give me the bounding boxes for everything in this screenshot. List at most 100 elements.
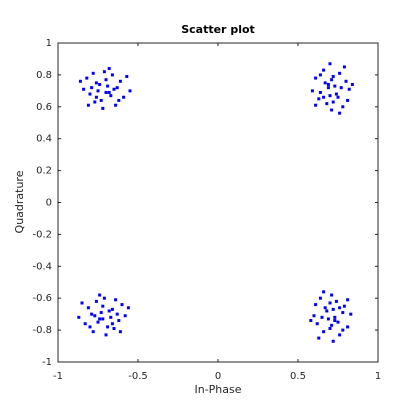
point <box>83 322 87 326</box>
point <box>341 311 345 315</box>
point <box>326 82 330 86</box>
point <box>86 306 90 310</box>
point <box>94 81 98 85</box>
point <box>325 309 329 313</box>
point <box>114 103 118 107</box>
point <box>122 95 126 99</box>
point <box>328 94 332 98</box>
point <box>117 98 121 102</box>
point <box>318 90 322 94</box>
point <box>94 95 98 99</box>
point <box>342 304 346 308</box>
y-tick-label: 1 <box>46 38 52 49</box>
point <box>101 106 105 110</box>
point <box>109 315 113 319</box>
point <box>320 315 324 319</box>
point <box>333 84 337 88</box>
x-tick-label: -1 <box>53 371 63 382</box>
point <box>342 65 346 69</box>
x-tick-label: -0.5 <box>128 371 148 382</box>
point <box>314 103 318 107</box>
point <box>120 303 124 307</box>
point <box>318 296 322 300</box>
point <box>349 312 353 316</box>
point <box>350 82 354 86</box>
point <box>336 320 340 324</box>
y-tick-label: 0.4 <box>36 134 52 145</box>
point <box>344 79 348 83</box>
point <box>88 92 92 96</box>
point <box>346 298 350 302</box>
point <box>317 336 321 340</box>
point <box>331 74 335 78</box>
point <box>314 303 318 307</box>
point <box>91 330 95 334</box>
point <box>330 108 334 112</box>
point <box>107 90 111 94</box>
point <box>115 86 119 90</box>
point <box>326 86 330 90</box>
y-tick-label: 0.8 <box>36 70 52 81</box>
point <box>98 293 102 297</box>
point <box>118 330 122 334</box>
y-axis-label: Quadrature <box>13 170 26 233</box>
point <box>338 111 342 115</box>
point <box>88 325 92 329</box>
point <box>312 314 316 318</box>
point <box>125 74 129 78</box>
point <box>331 100 335 104</box>
point <box>82 87 86 91</box>
point <box>93 314 97 318</box>
point <box>347 87 351 91</box>
point <box>107 309 111 313</box>
point <box>346 98 350 102</box>
point <box>98 82 102 86</box>
point <box>107 67 111 71</box>
point <box>336 95 340 99</box>
point <box>128 89 132 93</box>
point <box>328 62 332 66</box>
point <box>102 70 106 74</box>
point <box>93 100 97 104</box>
point <box>314 76 318 80</box>
point <box>109 94 113 98</box>
point <box>330 78 334 82</box>
point <box>328 301 332 305</box>
point <box>322 95 326 99</box>
plot-box <box>57 42 379 363</box>
point <box>331 307 335 311</box>
point <box>94 299 98 303</box>
point <box>99 311 103 315</box>
point <box>123 314 127 318</box>
point <box>328 327 332 331</box>
point <box>98 317 102 321</box>
point <box>338 306 342 310</box>
x-tick-label: 1 <box>375 371 381 382</box>
point <box>112 87 116 91</box>
point <box>78 79 82 83</box>
y-tick-label: -0.4 <box>32 261 52 272</box>
point <box>333 315 337 319</box>
point <box>309 319 313 323</box>
y-tick-label: -1 <box>42 357 52 368</box>
point <box>91 71 95 75</box>
point <box>318 73 322 77</box>
point <box>331 339 335 343</box>
point <box>126 306 130 310</box>
point <box>104 90 108 94</box>
point <box>118 79 122 83</box>
y-tick-label: -0.8 <box>32 325 52 336</box>
point <box>310 89 314 93</box>
point <box>115 312 119 316</box>
point <box>96 320 100 324</box>
point <box>117 319 121 323</box>
point <box>110 73 114 77</box>
point <box>90 86 94 90</box>
point <box>338 71 342 75</box>
point <box>90 312 94 316</box>
point <box>114 298 118 302</box>
x-tick-label: 0.5 <box>290 371 306 382</box>
point <box>338 333 342 337</box>
point <box>96 89 100 93</box>
